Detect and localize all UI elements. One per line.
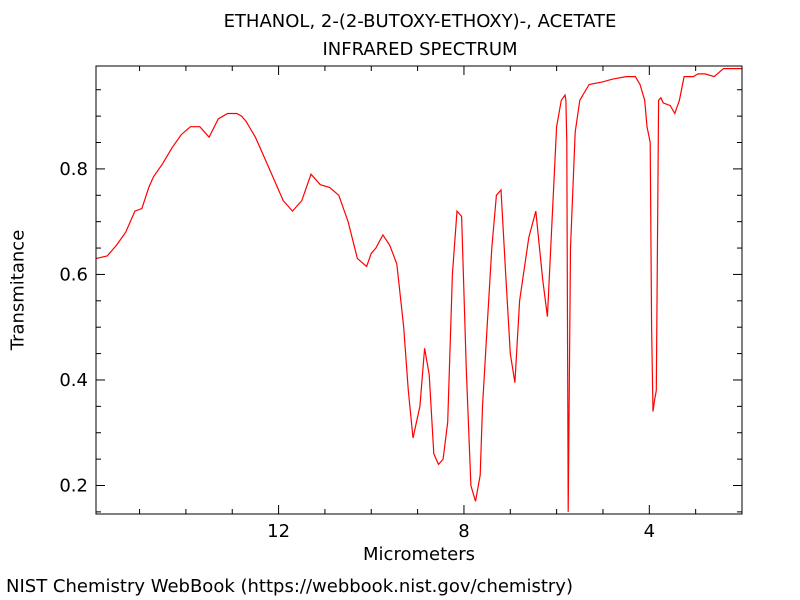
plot-frame xyxy=(95,65,743,515)
chart-subtitle: INFRARED SPECTRUM xyxy=(322,39,518,60)
source-credit: NIST Chemistry WebBook (https://webbook.… xyxy=(6,576,573,597)
axis-ticks xyxy=(96,66,743,514)
x-axis-label: Micrometers xyxy=(363,544,475,565)
tick-labels: 12 8 4 0.2 0.4 0.6 0.8 xyxy=(59,159,655,542)
spectrum-line xyxy=(95,68,742,512)
x-tick-label: 4 xyxy=(644,521,655,542)
y-tick-label: 0.2 xyxy=(59,476,88,497)
y-tick-label: 0.4 xyxy=(59,370,88,391)
x-tick-label: 12 xyxy=(267,521,290,542)
x-tick-label: 8 xyxy=(458,521,469,542)
chart-title: ETHANOL, 2-(2-BUTOXY-ETHOXY)-, ACETATE xyxy=(223,11,617,32)
y-tick-label: 0.8 xyxy=(59,159,88,180)
y-tick-label: 0.6 xyxy=(59,264,88,285)
y-axis-label: Transmitance xyxy=(7,229,29,351)
